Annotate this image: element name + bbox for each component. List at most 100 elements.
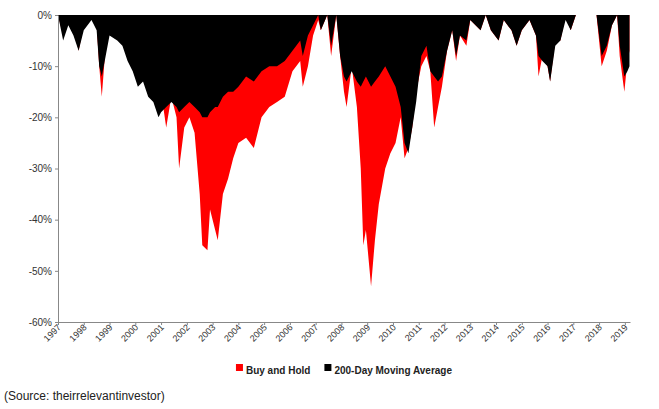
y-tick: -40% xyxy=(29,214,58,225)
x-tick-mark xyxy=(573,322,574,325)
x-tick: 2007 xyxy=(299,322,320,344)
x-tick: 2006 xyxy=(274,322,295,344)
x-tick-mark xyxy=(522,322,523,325)
y-tick-mark xyxy=(55,220,58,221)
x-tick: 2018 xyxy=(583,322,604,344)
x-tick-label: 2012 xyxy=(428,322,449,343)
x-tick: 2015 xyxy=(505,322,526,344)
x-tick-mark xyxy=(187,322,188,325)
x-tick-label: 2014 xyxy=(480,322,501,343)
y-tick-label: 0% xyxy=(38,10,53,21)
y-tick-mark xyxy=(55,271,58,272)
x-tick-mark xyxy=(264,322,265,325)
x-tick-label: 2009 xyxy=(351,322,372,343)
y-tick: -20% xyxy=(29,112,58,123)
y-tick: -60% xyxy=(29,317,58,328)
chart: 1997199819992000200120022003200420052006… xyxy=(0,0,659,409)
x-tick-label: 2019 xyxy=(609,322,630,343)
plot-area xyxy=(58,15,629,286)
x-tick: 2009 xyxy=(351,322,372,344)
y-tick: -30% xyxy=(29,163,58,174)
y-tick-mark xyxy=(55,117,58,118)
y-tick: -50% xyxy=(29,266,58,277)
x-tick-label: 2004 xyxy=(222,322,243,343)
x-tick-label: 2011 xyxy=(403,322,424,343)
x-tick-label: 2018 xyxy=(583,322,604,343)
legend-label: Buy and Hold xyxy=(246,365,310,376)
x-tick-mark xyxy=(213,322,214,325)
legend-swatch xyxy=(236,364,243,371)
x-tick-label: 2010 xyxy=(377,322,398,343)
y-tick: 0% xyxy=(38,10,58,21)
x-tick: 2001 xyxy=(145,322,166,344)
x-tick: 2014 xyxy=(480,322,501,344)
x-tick: 2004 xyxy=(222,322,243,344)
x-tick: 2013 xyxy=(454,322,475,344)
x-tick-mark xyxy=(110,322,111,325)
x-tick-mark xyxy=(470,322,471,325)
y-tick-mark xyxy=(55,66,58,67)
y-tick-mark xyxy=(55,322,58,323)
x-tick-mark xyxy=(135,322,136,325)
x-tick: 2016 xyxy=(531,322,552,344)
x-tick-mark xyxy=(161,322,162,325)
x-tick: 2019 xyxy=(609,322,630,344)
x-tick-mark xyxy=(496,322,497,325)
x-tick: 2005 xyxy=(248,322,269,344)
x-tick-label: 2007 xyxy=(299,322,320,343)
series-area xyxy=(58,15,629,286)
y-tick-mark xyxy=(55,169,58,170)
x-tick-mark xyxy=(238,322,239,325)
x-tick-mark xyxy=(316,322,317,325)
y-tick-label: -50% xyxy=(29,266,52,277)
x-tick-label: 2001 xyxy=(145,322,166,343)
legend-label: 200-Day Moving Average xyxy=(334,365,452,376)
x-tick-mark xyxy=(625,322,626,325)
y-tick-label: -40% xyxy=(29,214,52,225)
y-axis-line xyxy=(58,16,59,323)
x-tick-mark xyxy=(599,322,600,325)
x-axis: 1997199819992000200120022003200420052006… xyxy=(42,322,631,344)
x-tick-mark xyxy=(393,322,394,325)
x-tick-label: 1998 xyxy=(67,322,88,343)
x-tick-mark xyxy=(367,322,368,325)
series-area xyxy=(58,15,629,153)
x-tick-mark xyxy=(84,322,85,325)
x-tick-label: 2006 xyxy=(274,322,295,343)
source-note: (Source: theirrelevantinvestor) xyxy=(4,389,165,403)
x-tick-mark xyxy=(444,322,445,325)
y-tick-label: -20% xyxy=(29,112,52,123)
legend-item: 200-Day Moving Average xyxy=(324,364,452,376)
x-tick-mark xyxy=(341,322,342,325)
x-tick: 2003 xyxy=(196,322,217,344)
x-tick: 2002 xyxy=(171,322,192,344)
x-tick-mark xyxy=(290,322,291,325)
x-tick: 2012 xyxy=(428,322,449,344)
x-tick-label: 1999 xyxy=(93,322,114,343)
x-tick-label: 2017 xyxy=(557,322,578,343)
y-axis: 0% -10% -20% -30% -40% -50% -60% xyxy=(29,10,59,328)
x-tick-label: 2015 xyxy=(505,322,526,343)
x-tick-label: 2016 xyxy=(531,322,552,343)
y-tick: -10% xyxy=(29,61,58,72)
x-tick-label: 2003 xyxy=(196,322,217,343)
x-tick: 2000 xyxy=(119,322,140,344)
legend: Buy and Hold 200-Day Moving Average xyxy=(236,364,453,376)
x-tick-label: 2005 xyxy=(248,322,269,343)
y-tick-label: -10% xyxy=(29,61,52,72)
x-tick-mark xyxy=(548,322,549,325)
x-tick: 1998 xyxy=(67,322,88,344)
x-tick-label: 2002 xyxy=(171,322,192,343)
x-tick-mark xyxy=(419,322,420,325)
x-tick-label: 2013 xyxy=(454,322,475,343)
y-tick-mark xyxy=(55,15,58,16)
x-tick: 2011 xyxy=(403,322,424,343)
y-tick-label: -60% xyxy=(29,317,52,328)
x-tick: 2010 xyxy=(377,322,398,344)
x-tick: 2017 xyxy=(557,322,578,344)
x-tick: 1999 xyxy=(93,322,114,344)
y-tick-label: -30% xyxy=(29,163,52,174)
legend-item: Buy and Hold xyxy=(236,364,310,376)
legend-swatch xyxy=(324,364,331,371)
x-tick-label: 2008 xyxy=(325,322,346,343)
